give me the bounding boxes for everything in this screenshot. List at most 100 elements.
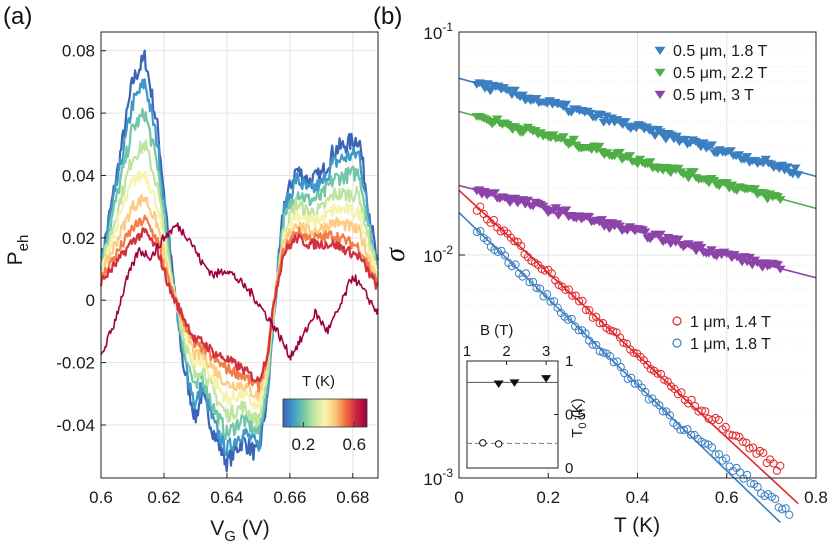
data-point-circle <box>568 291 577 300</box>
data-point-triangle <box>639 228 651 237</box>
data-point-triangle <box>601 112 612 121</box>
legend-bottom: 1 μm, 1.4 T 1 μm, 1.8 T <box>672 314 771 353</box>
tick-label-x-b: 0.8 <box>804 488 828 507</box>
inset-tick-label-y: 1 <box>565 353 573 370</box>
curve-a <box>99 170 379 411</box>
data-point-triangle <box>560 100 572 109</box>
data-point-triangle <box>772 261 783 270</box>
data-point-circle <box>778 505 787 514</box>
data-point-triangle <box>522 196 534 205</box>
tick-label-y-a: -0.04 <box>56 416 95 435</box>
data-point-circle <box>540 266 550 275</box>
data-point-circle <box>525 278 534 287</box>
data-point-circle <box>476 227 485 236</box>
data-point-circle <box>781 504 790 513</box>
data-point-triangle <box>696 243 707 252</box>
data-point-circle <box>521 269 531 278</box>
colorbar-label: T (K) <box>302 373 335 390</box>
data-point-circle <box>561 285 570 294</box>
data-point-triangle <box>671 132 682 141</box>
data-point-circle <box>721 454 731 463</box>
tick-label-y-a: 0.06 <box>62 104 95 123</box>
data-point-circle <box>753 482 762 492</box>
inset-xlabel: B (T) <box>480 322 513 339</box>
curve-a <box>99 227 379 383</box>
data-point-circle <box>776 461 785 471</box>
data-point-circle <box>627 373 636 382</box>
fit-line <box>458 211 781 524</box>
data-point-circle <box>476 202 485 211</box>
curve-a <box>100 194 380 401</box>
tick-label-y-b-base: 10 <box>423 24 442 43</box>
data-point-circle <box>641 387 650 397</box>
data-point-circle <box>595 319 604 328</box>
curve-a <box>100 222 379 361</box>
panel-label-a: (a) <box>3 3 32 30</box>
data-point-circle <box>585 306 594 315</box>
data-point-circle <box>510 237 519 246</box>
data-point-triangle <box>733 151 744 160</box>
data-point-circle <box>759 448 768 457</box>
data-point-circle <box>707 443 717 452</box>
curve-a <box>100 214 380 393</box>
data-point-circle <box>772 466 781 475</box>
ylabel-b: σ <box>380 247 411 262</box>
data-point-circle <box>687 395 696 404</box>
colorbar-tick-label: 0.6 <box>342 435 366 454</box>
data-point-circle <box>578 296 587 306</box>
tick-label-x-a: 0.6 <box>89 488 113 507</box>
inset-point-filled <box>541 375 552 383</box>
data-point-circle <box>528 277 538 287</box>
data-point-triangle <box>708 176 720 185</box>
ylabel-a-sub: eh <box>15 235 32 252</box>
data-point-circle <box>546 297 555 306</box>
legend-label: 1 μm, 1.4 T <box>690 314 771 331</box>
data-point-circle <box>532 283 541 293</box>
data-point-circle <box>686 430 696 439</box>
tick-label-x-a: 0.64 <box>210 488 243 507</box>
data-point-circle <box>581 329 590 338</box>
data-point-triangle <box>680 170 692 179</box>
data-point-circle <box>489 215 498 225</box>
tick-label-x-b: 0 <box>454 488 463 507</box>
tick-label-y-b-exp: -1 <box>442 20 453 34</box>
tick-label-y-b-exp: -3 <box>442 466 453 480</box>
legend-marker <box>654 90 666 99</box>
data-point-triangle <box>550 204 562 212</box>
data-point-circle <box>738 437 747 446</box>
data-point-circle <box>609 327 618 336</box>
data-point-circle <box>592 312 601 321</box>
inset-ylabel-sub: 0 <box>577 422 589 428</box>
data-point-triangle <box>624 152 636 160</box>
data-point-triangle <box>531 95 542 103</box>
inset-tick-label-y: 0 <box>565 460 573 477</box>
data-point-triangle <box>583 213 595 221</box>
data-point-circle <box>493 247 503 256</box>
data-point-circle <box>500 251 510 260</box>
data-point-triangle <box>553 212 564 220</box>
curve-a <box>99 49 380 473</box>
data-point-circle <box>700 439 710 448</box>
inset-point-filled <box>493 380 504 388</box>
data-point-triangle <box>683 174 694 183</box>
data-point-triangle <box>485 87 496 96</box>
data-point-triangle <box>655 230 666 239</box>
data-point-circle <box>644 395 653 404</box>
curve-a <box>99 78 380 456</box>
tick-label-x-a: 0.66 <box>273 488 306 507</box>
data-point-triangle <box>775 196 786 204</box>
data-point-triangle <box>749 185 760 194</box>
data-point-circle <box>735 468 745 477</box>
data-point-circle <box>748 443 758 452</box>
data-point-triangle <box>698 139 709 148</box>
data-point-triangle <box>596 216 607 224</box>
tick-label-x-b: 0.6 <box>715 488 739 507</box>
data-point-triangle <box>760 155 771 164</box>
data-point-circle <box>746 479 755 488</box>
data-point-circle <box>701 407 710 416</box>
tick-label-x-b: 0.4 <box>626 488 650 507</box>
data-point-circle <box>517 241 526 251</box>
data-point-circle <box>630 379 639 388</box>
data-point-circle <box>679 425 689 435</box>
data-point-circle <box>564 315 573 324</box>
